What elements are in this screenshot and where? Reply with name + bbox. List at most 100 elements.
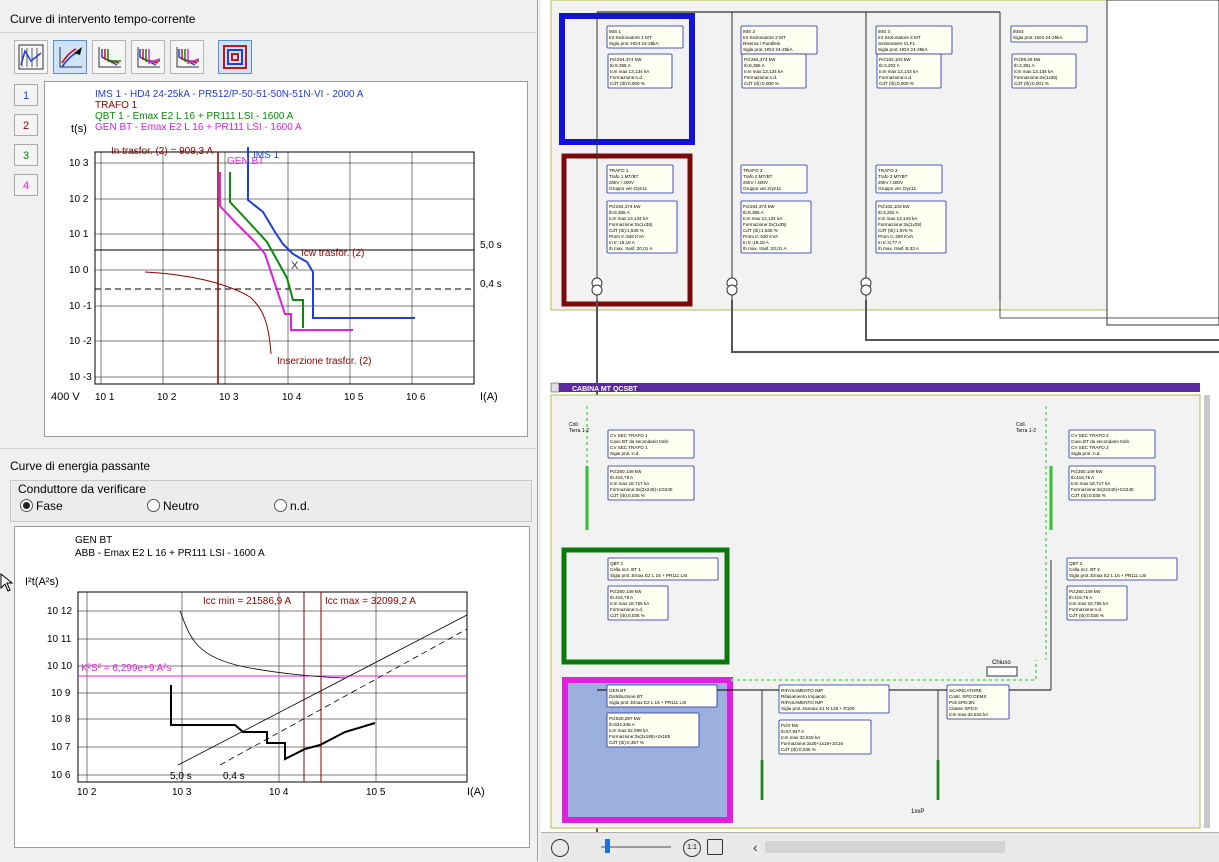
qbt-title-box-line: QBT 2 xyxy=(1069,561,1083,566)
diagram-canvas[interactable]: IMS 1 Int Sezionatore 1 MT Sigla prot.:HD4… xyxy=(541,0,1219,861)
trafo-data-box-line: Icm max:13,134 kA xyxy=(743,216,783,221)
ytick-label: 10 12 xyxy=(47,606,72,617)
curve-view-1-button[interactable] xyxy=(14,40,48,74)
scroll-left-icon[interactable]: ‹ xyxy=(753,839,758,855)
fit-view-icon[interactable] xyxy=(707,839,723,855)
curve-view-2-button[interactable] xyxy=(53,40,87,74)
pan-icon[interactable] xyxy=(551,839,569,857)
collapse-icon[interactable] xyxy=(550,382,560,393)
upper-title-box-frame xyxy=(606,25,684,49)
trafo-data-box-line: Ib max. trasf.:20,01 A xyxy=(743,246,787,251)
energy-chart: GEN BT ABB - Emax E2 L 16 + PR111 LSI - … xyxy=(25,535,485,798)
transformer-icon xyxy=(591,284,603,296)
curve-3-button[interactable]: 3 xyxy=(14,144,38,166)
trafo-data-box-line: In tr.:5,77 A xyxy=(878,240,902,245)
cv-data-box-line: Pd:260,149 kW xyxy=(1071,469,1103,474)
legend-trafo1: TRAFO 1 xyxy=(95,100,138,111)
trafo-title-box-frame xyxy=(740,164,808,194)
zoom-reset-button[interactable]: 1:1 xyxy=(683,839,701,857)
cv-data-box-line: Ib:415,75 A xyxy=(1071,475,1095,480)
curve-4-button[interactable]: 4 xyxy=(14,174,38,196)
ytick-label: 10 -2 xyxy=(69,336,92,347)
radio-dot xyxy=(147,499,160,512)
curve-view-3-button[interactable] xyxy=(92,40,126,74)
energy-view-button[interactable] xyxy=(218,40,252,74)
scar-box-line: Icm max:32,815 kA xyxy=(949,712,989,717)
energy-title1: GEN BT xyxy=(75,535,112,546)
chiuso-switch[interactable] xyxy=(986,666,1018,677)
qbt1-highlight xyxy=(561,547,730,665)
rif-data-box-line: Icm max:32,815 kA xyxy=(781,735,821,740)
curve-1-button[interactable]: 1 xyxy=(14,84,38,106)
radio-fase[interactable]: Fase xyxy=(20,499,63,513)
cabina-title-bar[interactable] xyxy=(551,383,1200,392)
zoom-slider[interactable] xyxy=(601,846,671,848)
ytick-label: 10 1 xyxy=(69,229,89,240)
cv-title-box-line: Cavo BT da secondario trafo xyxy=(1071,439,1130,444)
qbt-data-box-line: Pd:260,149 kW xyxy=(1069,589,1101,594)
qbt-data-box-line: Formazione:n.d. xyxy=(1069,607,1102,612)
multi-curve-icon xyxy=(176,47,200,68)
trafo-data-box-line: In tr.:18,19 A xyxy=(743,240,770,245)
trafo-data-box-line: Pd:264,374 kW xyxy=(609,204,641,209)
radio-nd[interactable]: n.d. xyxy=(274,499,310,513)
xtick-label: 10 2 xyxy=(77,787,97,798)
qbt-data-box-line: CdT (Ib):0,035 % xyxy=(610,613,645,618)
curve-view-4-button[interactable] xyxy=(131,40,165,74)
curve-2-button[interactable]: 2 xyxy=(14,114,38,136)
radio-neutro[interactable]: Neutro xyxy=(147,499,199,513)
upper-title-box-line: Sigla prot.:HD4 24-25kA xyxy=(878,47,928,52)
trafo1-highlight xyxy=(561,153,693,307)
qbt-data-box-line: Formazione:n.d. xyxy=(610,607,643,612)
curve-view-5-button[interactable] xyxy=(170,40,204,74)
upper-data-box-frame xyxy=(607,53,673,89)
xtick-label: 10 1 xyxy=(95,392,115,403)
ytick-label: 10 7 xyxy=(51,742,71,753)
upper-data-box-line: Formazione:n.d. xyxy=(744,75,777,80)
trafo-data-box-line: In tr.:15,19 A xyxy=(609,240,636,245)
left-panel: Curve di intervento tempo-corrente 1 2 3… xyxy=(0,0,538,861)
ytick-label: 10 0 xyxy=(69,265,89,276)
upper-title-box-line: IMS 3 xyxy=(878,29,890,34)
ytick-label: 10 6 xyxy=(51,770,71,781)
zoom-slider-thumb[interactable] xyxy=(605,839,610,853)
cv-title-box-frame xyxy=(607,429,695,459)
upper-title-box-line: Int Sezionatore 1 MT xyxy=(609,35,652,40)
rif-data-box-frame xyxy=(778,719,872,755)
xtick-label: 10 6 xyxy=(406,392,426,403)
qbt-title-box-line: Cella scz. BT 1 xyxy=(610,567,641,572)
tc-xticks: 10 1 10 2 10 3 10 4 10 5 10 6 xyxy=(95,392,426,403)
legend-qbt1: QBT 1 - Emax E2 L 16 + PR111 LSI - 1600 … xyxy=(95,111,294,122)
horizontal-scrollbar[interactable] xyxy=(765,841,1005,853)
conductor-label: Conduttore da verificare xyxy=(18,482,147,496)
energy-ylabel: I²t(A²s) xyxy=(25,576,59,588)
label-5s: 5,0 s xyxy=(170,771,192,782)
